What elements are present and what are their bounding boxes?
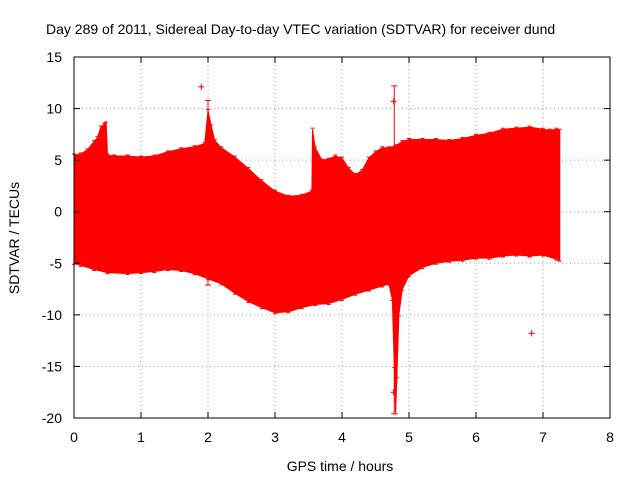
- x-tick-label: 7: [539, 429, 547, 445]
- outlier-point: [390, 389, 397, 396]
- outlier-point: [198, 83, 205, 90]
- x-axis-label: GPS time / hours: [287, 458, 394, 474]
- x-tick-label: 2: [204, 429, 212, 445]
- outlier-point: [528, 330, 535, 337]
- y-tick-label: 0: [54, 204, 62, 220]
- y-tick-label: 5: [54, 152, 62, 168]
- y-tick-label: -20: [42, 410, 62, 426]
- y-tick-label: -5: [50, 255, 63, 271]
- x-tick-label: 6: [472, 429, 480, 445]
- y-axis-label: SDTVAR / TECUs: [6, 182, 22, 294]
- x-tick-label: 3: [271, 429, 279, 445]
- x-tick-label: 4: [338, 429, 346, 445]
- x-tick-label: 1: [137, 429, 145, 445]
- sdtvar-band: [73, 110, 561, 413]
- y-tick-label: 15: [46, 49, 62, 65]
- x-tick-label: 0: [70, 429, 78, 445]
- y-tick-label: -10: [42, 307, 62, 323]
- x-tick-label: 8: [606, 429, 614, 445]
- y-tick-label: -15: [42, 358, 62, 374]
- x-tick-label: 5: [405, 429, 413, 445]
- y-tick-label: 10: [46, 101, 62, 117]
- chart-title: Day 289 of 2011, Sidereal Day-to-day VTE…: [46, 21, 555, 37]
- axis-ticks: 0 1 2 3 4 5 6 7 8 -20 -15 -10 -5 0 5 10 15: [42, 49, 614, 445]
- data-layer: [72, 83, 562, 415]
- outlier-point: [390, 98, 397, 105]
